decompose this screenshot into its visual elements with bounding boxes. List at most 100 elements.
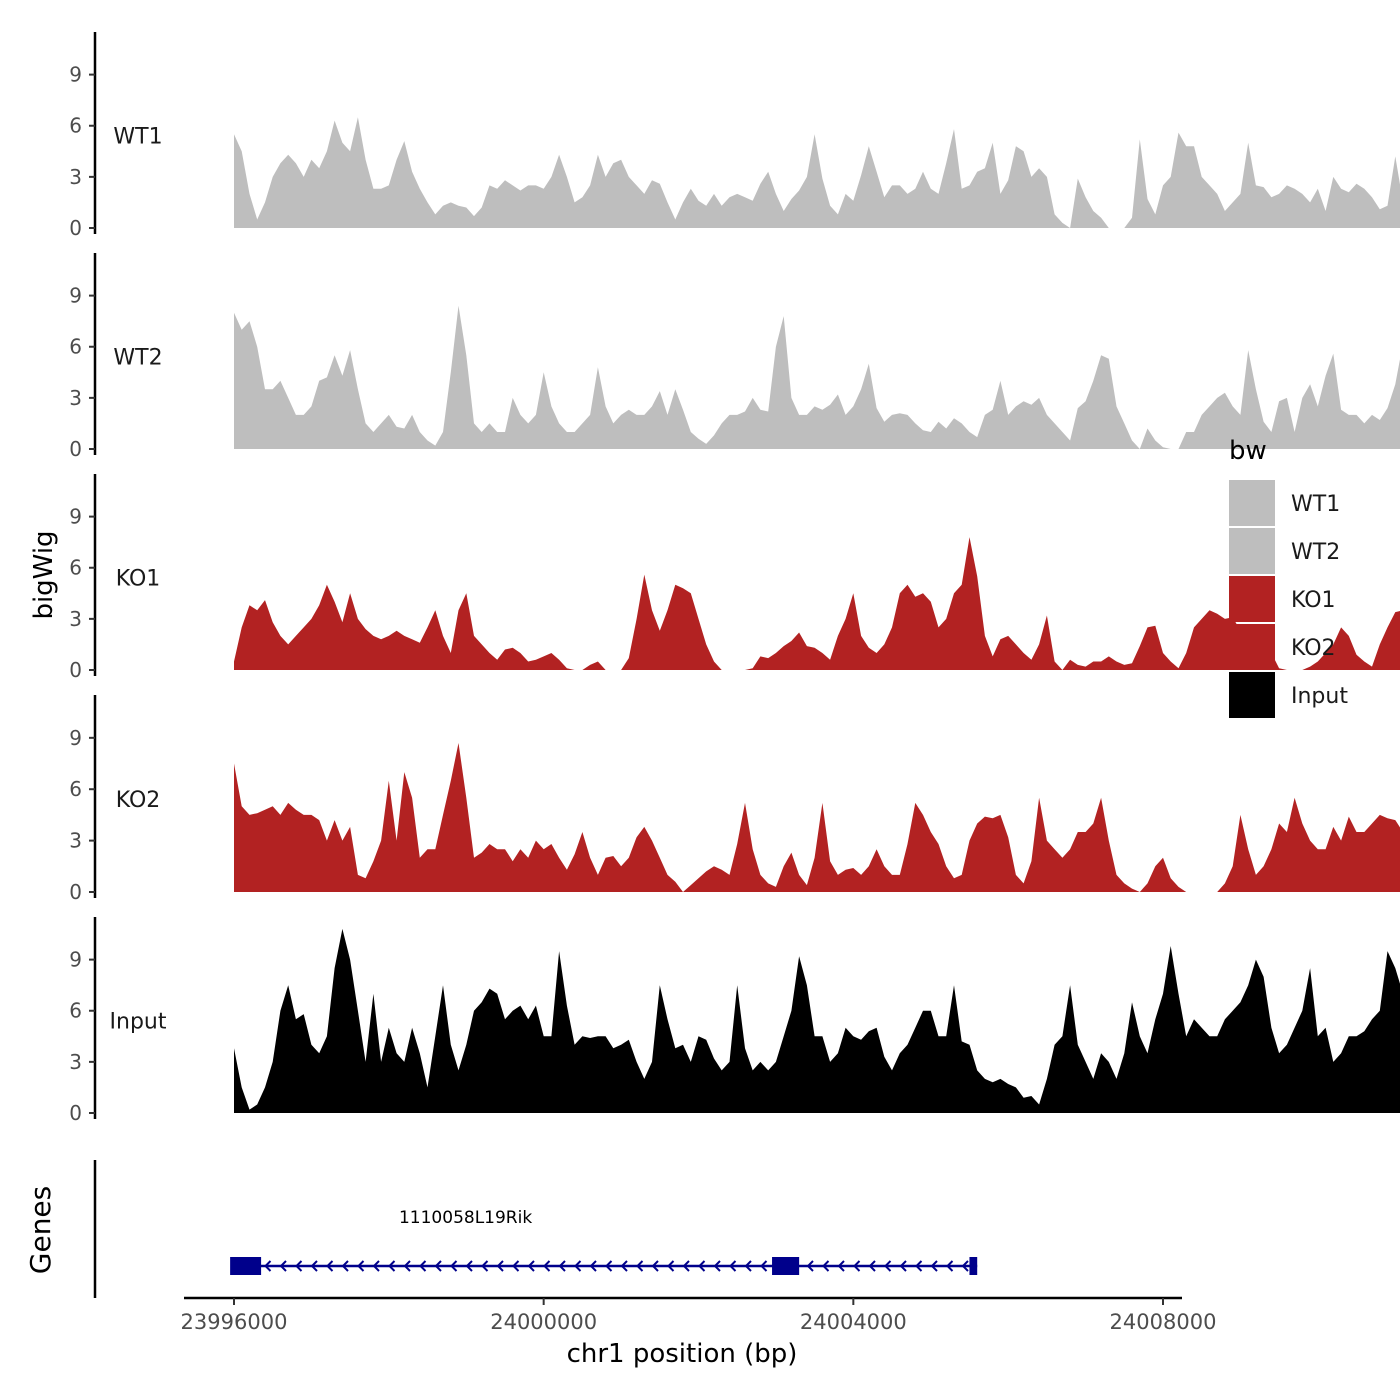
y-tick-label: 9 xyxy=(69,948,82,972)
strand-arrow xyxy=(667,1260,675,1272)
legend-key-ko2 xyxy=(1229,624,1275,670)
y-tick-label: 9 xyxy=(69,505,82,529)
strand-arrow xyxy=(822,1260,830,1272)
y-tick-label: 0 xyxy=(69,880,82,904)
legend-label-input: Input xyxy=(1291,684,1348,709)
y-tick-label: 6 xyxy=(69,556,82,580)
strand-arrow xyxy=(961,1260,969,1272)
y-tick-label: 3 xyxy=(69,829,82,853)
x-tick-label: 24004000 xyxy=(800,1310,907,1334)
strand-arrow xyxy=(651,1260,659,1272)
y-tick-label: 3 xyxy=(69,607,82,631)
strand-arrow xyxy=(543,1260,551,1272)
y-tick-label: 0 xyxy=(69,216,82,240)
track-label-ko2: KO2 xyxy=(116,788,161,813)
strand-arrow xyxy=(465,1260,473,1272)
legend-label-wt1: WT1 xyxy=(1291,492,1340,517)
y-tick-label: 6 xyxy=(69,999,82,1023)
y-tick-label: 0 xyxy=(69,437,82,461)
strand-arrow xyxy=(481,1260,489,1272)
legend-label-ko2: KO2 xyxy=(1291,636,1336,661)
y-tick-label: 3 xyxy=(69,386,82,410)
strand-arrow xyxy=(853,1260,861,1272)
legend-label-wt2: WT2 xyxy=(1291,540,1340,565)
y-tick-label: 6 xyxy=(69,114,82,138)
strand-arrow xyxy=(512,1260,520,1272)
strand-arrow xyxy=(620,1260,628,1272)
legend-title: bw xyxy=(1229,436,1267,466)
legend-key-ko1 xyxy=(1229,576,1275,622)
strand-arrow xyxy=(589,1260,597,1272)
strand-arrow xyxy=(372,1260,380,1272)
strand-arrow xyxy=(930,1260,938,1272)
strand-arrow xyxy=(326,1260,334,1272)
y-tick-label: 9 xyxy=(69,726,82,750)
bigwig-tracks: 0 3 6 9 WT1 0 3 6 9 WT2 0 3 6 9 KO1 0 3 6 9 KO2 0 3 6 9 Input xyxy=(69,32,1400,1125)
track-panel-ko1: 0 3 6 9 KO1 xyxy=(69,474,1400,682)
strand-arrow xyxy=(760,1260,768,1272)
y-tick-label: 0 xyxy=(69,658,82,682)
strand-arrow xyxy=(698,1260,706,1272)
strand-arrow xyxy=(341,1260,349,1272)
strand-arrow xyxy=(434,1260,442,1272)
area-input xyxy=(234,928,1400,1113)
area-ko2 xyxy=(234,743,1400,892)
exon xyxy=(230,1257,262,1275)
track-panel-ko2: 0 3 6 9 KO2 xyxy=(69,695,1400,904)
strand-arrow xyxy=(682,1260,690,1272)
track-panel-wt1: 0 3 6 9 WT1 xyxy=(69,32,1400,240)
strand-arrow xyxy=(605,1260,613,1272)
strand-arrow xyxy=(527,1260,535,1272)
gene-track: 1110058L19Rik xyxy=(93,1160,978,1298)
strand-arrow xyxy=(744,1260,752,1272)
strand-arrow xyxy=(806,1260,814,1272)
y-axis-label-bigwig: bigWig xyxy=(29,530,59,619)
legend-key-wt2 xyxy=(1229,528,1275,574)
track-label-ko1: KO1 xyxy=(116,567,161,592)
strand-arrow xyxy=(310,1260,318,1272)
strand-arrow xyxy=(450,1260,458,1272)
strand-arrow xyxy=(868,1260,876,1272)
strand-arrow xyxy=(388,1260,396,1272)
strand-arrow xyxy=(713,1260,721,1272)
strand-arrow xyxy=(946,1260,954,1272)
strand-arrow xyxy=(496,1260,504,1272)
strand-arrow xyxy=(264,1260,272,1272)
strand-arrow xyxy=(729,1260,737,1272)
strand-arrow xyxy=(636,1260,644,1272)
strand-arrow xyxy=(419,1260,427,1272)
strand-arrow xyxy=(295,1260,303,1272)
strand-arrow xyxy=(837,1260,845,1272)
track-label-input: Input xyxy=(110,1010,167,1035)
x-tick-label: 24000000 xyxy=(490,1310,597,1334)
y-tick-label: 9 xyxy=(69,63,82,87)
x-axis: 23996000 24000000 24004000 24008000 xyxy=(181,1296,1216,1334)
legend-key-input xyxy=(1229,672,1275,718)
y-tick-label: 0 xyxy=(69,1101,82,1125)
strand-arrow xyxy=(403,1260,411,1272)
area-wt2 xyxy=(234,305,1400,449)
area-ko1 xyxy=(234,537,1400,670)
strand-arrow xyxy=(915,1260,923,1272)
legend-label-ko1: KO1 xyxy=(1291,588,1336,613)
legend-key-wt1 xyxy=(1229,480,1275,526)
y-tick-label: 3 xyxy=(69,165,82,189)
y-tick-label: 6 xyxy=(69,777,82,801)
exon xyxy=(969,1257,978,1275)
x-axis-label: chr1 position (bp) xyxy=(567,1339,798,1369)
track-label-wt1: WT1 xyxy=(113,125,162,150)
strand-arrow xyxy=(357,1260,365,1272)
exon xyxy=(772,1257,800,1275)
y-tick-label: 9 xyxy=(69,284,82,308)
gene-1110058l19rik: 1110058L19Rik xyxy=(230,1208,978,1275)
strand-arrow xyxy=(558,1260,566,1272)
area-wt1 xyxy=(234,117,1400,228)
strand-arrow xyxy=(899,1260,907,1272)
track-panel-wt2: 0 3 6 9 WT2 xyxy=(69,253,1400,461)
gene-name-label: 1110058L19Rik xyxy=(399,1208,532,1228)
x-tick-label: 23996000 xyxy=(181,1310,288,1334)
track-label-wt2: WT2 xyxy=(113,346,162,371)
y-tick-label: 3 xyxy=(69,1050,82,1074)
strand-arrow xyxy=(884,1260,892,1272)
